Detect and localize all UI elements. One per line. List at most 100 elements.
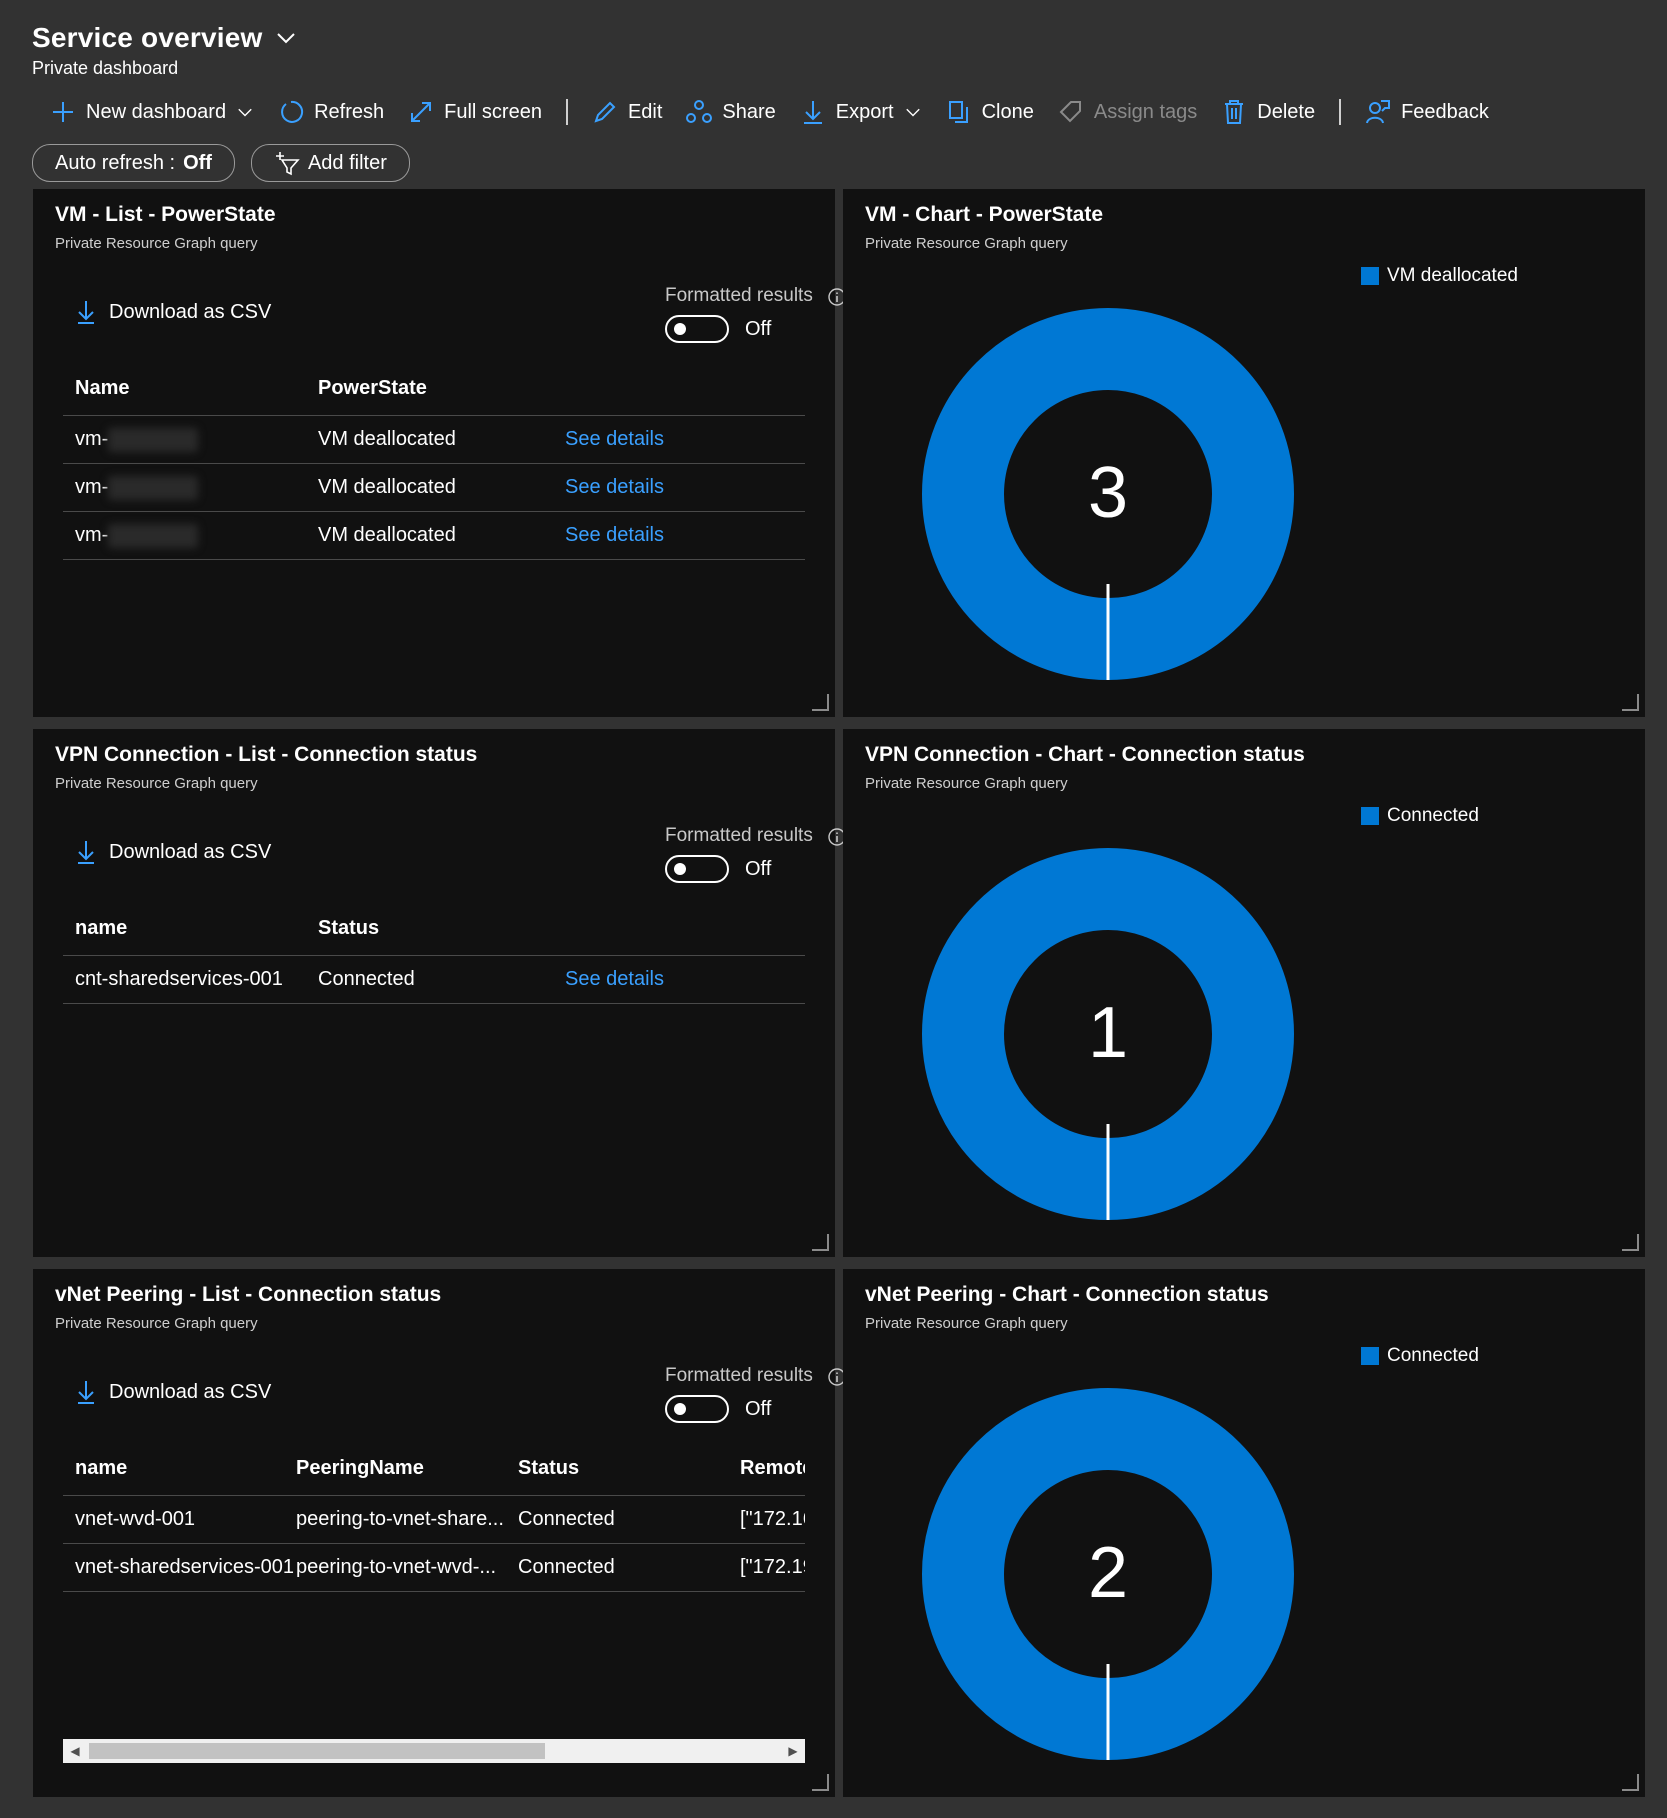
chevron-down-icon (905, 108, 920, 117)
legend-swatch (1361, 807, 1379, 825)
column-header: Status (318, 917, 380, 939)
resize-handle-icon[interactable] (811, 693, 829, 711)
column-header: Name (75, 377, 130, 399)
legend-label: Connected (1387, 1345, 1479, 1366)
share-icon (686, 100, 713, 123)
edit-button[interactable]: Edit (580, 99, 674, 125)
formatted-results-control: Formatted results Off (633, 285, 846, 345)
row-name: vnet-sharedservices-001 (75, 1556, 294, 1578)
resize-handle-icon[interactable] (811, 1233, 829, 1251)
add-filter-label: Add filter (307, 151, 387, 174)
tile-subtitle: Private Resource Graph query (865, 235, 1068, 252)
tile-vpn-list: VPN Connection - List - Connection statu… (33, 729, 846, 1257)
download-csv-button[interactable]: Download as CSV (75, 1379, 271, 1405)
redacted-text (108, 475, 199, 500)
tile-title: VM - Chart - PowerState (865, 203, 1104, 226)
donut-chart[interactable]: 3 (913, 299, 1303, 689)
page-subtitle: Private dashboard (32, 58, 179, 78)
see-details-link[interactable]: See details (565, 968, 664, 990)
formatted-results-toggle[interactable] (665, 1395, 729, 1423)
donut-total: 1 (1088, 993, 1128, 1073)
pencil-icon (594, 101, 616, 123)
full-screen-button[interactable]: Full screen (396, 99, 554, 125)
row-status: Connected (518, 1556, 615, 1578)
tile-vm-chart: VM - Chart - PowerState Private Resource… (843, 189, 1645, 717)
row-peering: peering-to-vnet-share... (296, 1508, 504, 1530)
row-remote: ["172.19 (740, 1556, 805, 1578)
plus-icon (53, 102, 73, 122)
new-dashboard-label: New dashboard (86, 100, 227, 123)
dashboard-header: Service overview Private dashboard (32, 22, 296, 79)
see-details-link[interactable]: See details (565, 476, 664, 498)
column-header: PeeringName (296, 1457, 424, 1479)
auto-refresh-label: Auto refresh : (55, 151, 176, 174)
refresh-button[interactable]: Refresh (266, 99, 396, 125)
scrollbar-thumb[interactable] (89, 1743, 545, 1759)
scroll-right-icon[interactable]: ▶ (788, 1744, 798, 1758)
trash-icon (1225, 100, 1244, 124)
scroll-left-icon[interactable]: ◀ (70, 1744, 80, 1758)
feedback-label: Feedback (1401, 100, 1489, 123)
formatted-results-toggle[interactable] (665, 315, 729, 343)
tile-subtitle: Private Resource Graph query (55, 235, 258, 252)
results-table: name Status cnt-sharedservices-001 Conne… (63, 901, 805, 1004)
toolbar-divider (565, 99, 568, 125)
tile-subtitle: Private Resource Graph query (865, 775, 1068, 792)
see-details-link[interactable]: See details (565, 524, 664, 546)
row-name: vnet-wvd-001 (75, 1508, 196, 1530)
share-button[interactable]: Share (674, 99, 787, 125)
feedback-icon (1366, 100, 1391, 124)
column-header: Remote (740, 1457, 805, 1479)
export-label: Export (835, 100, 894, 123)
legend-label: VM deallocated (1387, 265, 1518, 286)
table-row: vm- VM deallocated See details (63, 512, 805, 560)
clone-button[interactable]: Clone (934, 99, 1046, 125)
page-title: Service overview (32, 22, 263, 53)
toggle-state-label: Off (745, 318, 772, 340)
chart-legend: Connected (1361, 805, 1479, 827)
new-dashboard-button[interactable]: New dashboard (38, 99, 266, 125)
resize-handle-icon[interactable] (1621, 1773, 1639, 1791)
download-csv-button[interactable]: Download as CSV (75, 839, 271, 865)
formatted-results-control: Formatted results Off (633, 825, 846, 885)
tile-title: VPN Connection - Chart - Connection stat… (865, 743, 1305, 766)
resize-handle-icon[interactable] (811, 1773, 829, 1791)
download-csv-button[interactable]: Download as CSV (75, 299, 271, 325)
table-row: vm- VM deallocated See details (63, 416, 805, 464)
chart-legend: VM deallocated (1361, 265, 1518, 287)
row-name: vm- (75, 416, 199, 463)
add-filter-pill[interactable]: Add filter (250, 144, 410, 182)
tile-title: VPN Connection - List - Connection statu… (55, 743, 478, 766)
tile-title: vNet Peering - Chart - Connection status (865, 1283, 1269, 1306)
toggle-knob (674, 1403, 686, 1415)
donut-chart[interactable]: 1 (913, 839, 1303, 1229)
download-icon (78, 841, 94, 864)
see-details-link[interactable]: See details (565, 428, 664, 450)
toggle-knob (674, 863, 686, 875)
resize-handle-icon[interactable] (1621, 1233, 1639, 1251)
donut-chart[interactable]: 2 (913, 1379, 1303, 1769)
feedback-button[interactable]: Feedback (1353, 99, 1501, 125)
row-status: Connected (518, 1508, 615, 1530)
tile-vm-list: VM - List - PowerState Private Resource … (33, 189, 846, 717)
export-button[interactable]: Export (788, 99, 934, 125)
resize-handle-icon[interactable] (1621, 693, 1639, 711)
auto-refresh-value: Off (183, 151, 212, 174)
assign-tags-button[interactable]: Assign tags (1046, 99, 1209, 125)
refresh-label: Refresh (314, 100, 385, 123)
toggle-state-label: Off (745, 1398, 772, 1420)
chevron-down-icon[interactable] (276, 28, 296, 48)
delete-button[interactable]: Delete (1209, 99, 1327, 125)
formatted-results-label: Formatted results (665, 1365, 813, 1386)
table-header: Name PowerState (63, 361, 805, 416)
formatted-results-toggle[interactable] (665, 855, 729, 883)
download-csv-label: Download as CSV (109, 1380, 272, 1403)
row-name: vm- (75, 512, 199, 559)
redacted-text (108, 523, 199, 548)
auto-refresh-pill[interactable]: Auto refresh : Off (32, 144, 235, 182)
legend-swatch (1361, 1347, 1379, 1365)
row-state: VM deallocated (318, 476, 456, 498)
tile-subtitle: Private Resource Graph query (55, 1315, 258, 1332)
refresh-icon (281, 100, 304, 123)
horizontal-scrollbar[interactable]: ◀ ▶ (63, 1739, 805, 1763)
